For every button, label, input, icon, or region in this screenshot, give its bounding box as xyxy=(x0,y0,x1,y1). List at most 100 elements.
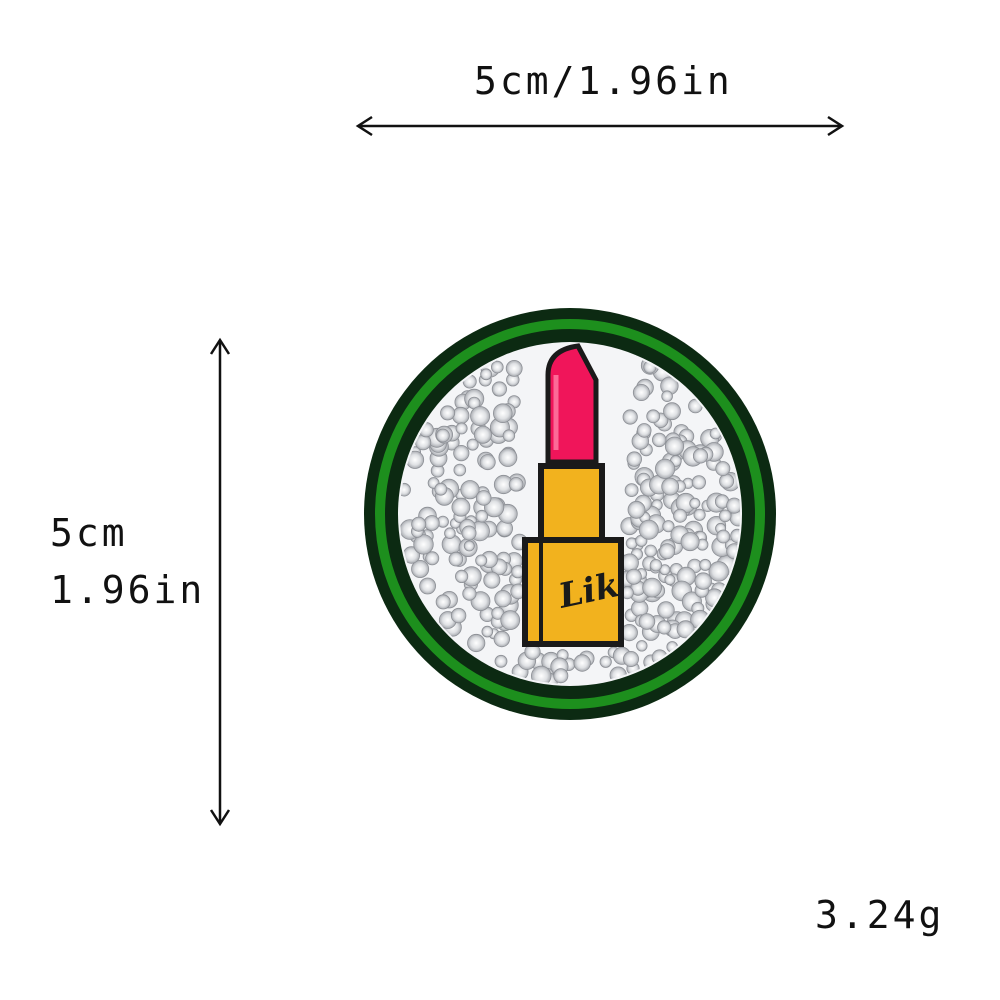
rhinestone xyxy=(505,359,523,377)
rhinestone xyxy=(661,390,673,403)
rhinestone xyxy=(627,500,646,519)
rhinestone xyxy=(461,525,477,541)
rhinestone xyxy=(452,406,470,425)
rhinestone xyxy=(453,444,470,462)
rhinestone xyxy=(448,551,464,567)
rhinestone xyxy=(657,620,672,635)
lipstick-upper-case xyxy=(538,463,605,543)
rhinestone xyxy=(636,423,652,438)
rhinestone xyxy=(642,577,662,598)
rhinestone xyxy=(680,532,700,552)
rhinestone xyxy=(498,448,518,467)
lipstick-bullet xyxy=(545,343,599,465)
rhinestone xyxy=(663,402,681,421)
rhinestone xyxy=(661,477,680,496)
rhinestone xyxy=(694,572,712,590)
rhinestone xyxy=(435,594,451,610)
rhinestone xyxy=(662,520,675,533)
rhinestone xyxy=(413,534,434,555)
height-dimension-label-cm: 5cm xyxy=(50,511,128,555)
weight-label: 3.24g xyxy=(815,893,945,937)
rhinestone xyxy=(638,519,659,540)
rhinestone xyxy=(626,451,643,467)
rhinestone xyxy=(453,463,467,477)
rhinestone xyxy=(450,607,467,624)
rhinestone xyxy=(470,406,491,427)
rhinestone xyxy=(425,551,440,566)
rhinestone xyxy=(718,509,732,523)
rhinestone xyxy=(451,497,471,517)
rhinestone xyxy=(692,448,709,464)
rhinestone xyxy=(649,559,663,572)
rhinestone xyxy=(730,528,740,544)
rhinestone xyxy=(573,654,591,672)
rhinestone xyxy=(466,438,479,451)
rhinestone xyxy=(659,543,676,560)
rhinestone xyxy=(622,409,638,425)
rhinestone xyxy=(502,429,516,442)
rhinestone xyxy=(708,561,729,582)
rhinestone xyxy=(636,640,648,652)
rhinestone xyxy=(673,508,688,523)
rhinestone xyxy=(719,473,735,489)
rhinestone xyxy=(475,554,488,567)
rhinestone xyxy=(676,620,695,639)
rhinestone xyxy=(460,480,480,500)
rhinestone xyxy=(646,409,661,424)
height-dimension-label-in: 1.96in xyxy=(50,568,206,612)
horizontal-double-arrow-icon xyxy=(355,115,845,137)
rhinestone xyxy=(490,360,504,374)
rhinestone xyxy=(599,655,612,668)
rhinestone xyxy=(435,428,450,443)
rhinestone xyxy=(652,432,667,448)
rhinestone xyxy=(475,509,489,523)
rhinestone xyxy=(462,586,477,601)
lipstick-patch: Lik xyxy=(364,308,776,720)
rhinestone xyxy=(467,633,486,653)
rhinestone xyxy=(500,610,521,630)
rhinestone xyxy=(434,482,448,496)
rhinestone xyxy=(715,461,731,477)
rhinestone xyxy=(454,569,469,584)
rhinestone xyxy=(508,476,524,492)
rhinestone xyxy=(654,458,676,479)
rhinestone xyxy=(440,405,456,421)
rhinestone xyxy=(664,436,685,456)
rhinestone xyxy=(716,529,731,544)
rhinestone xyxy=(483,571,501,589)
vertical-double-arrow-icon xyxy=(209,337,231,827)
rhinestone xyxy=(638,613,656,630)
rhinestone xyxy=(691,475,707,490)
rhinestone xyxy=(444,527,456,539)
rhinestone xyxy=(473,425,492,444)
rhinestone xyxy=(423,515,440,531)
patch-green-ring xyxy=(375,319,765,709)
rhinestone xyxy=(463,540,475,552)
rhinestone xyxy=(475,490,492,506)
rhinestone xyxy=(493,630,511,648)
rhinestone xyxy=(481,625,494,638)
rhinestone xyxy=(657,601,675,619)
rhinestone xyxy=(624,483,639,498)
rhinestone xyxy=(491,381,507,397)
rhinestone xyxy=(419,577,437,595)
rhinestone xyxy=(693,508,706,521)
rhinestone xyxy=(494,590,512,608)
rhinestone xyxy=(632,383,650,401)
rhinestone xyxy=(625,568,642,585)
rhinestone xyxy=(479,454,496,471)
rhinestone xyxy=(553,668,569,684)
rhinestone xyxy=(494,654,508,668)
rhinestone xyxy=(492,403,513,424)
rhinestone xyxy=(455,422,468,435)
rhinestone xyxy=(699,558,712,571)
rhinestone xyxy=(411,560,430,579)
rhinestone xyxy=(623,651,640,668)
rhinestone xyxy=(726,497,740,514)
rhinestone xyxy=(411,516,427,532)
rhinestone xyxy=(644,544,657,558)
lipstick-figure: Lik xyxy=(522,343,624,647)
rhinestone xyxy=(664,574,676,586)
rhinestone xyxy=(689,497,701,509)
